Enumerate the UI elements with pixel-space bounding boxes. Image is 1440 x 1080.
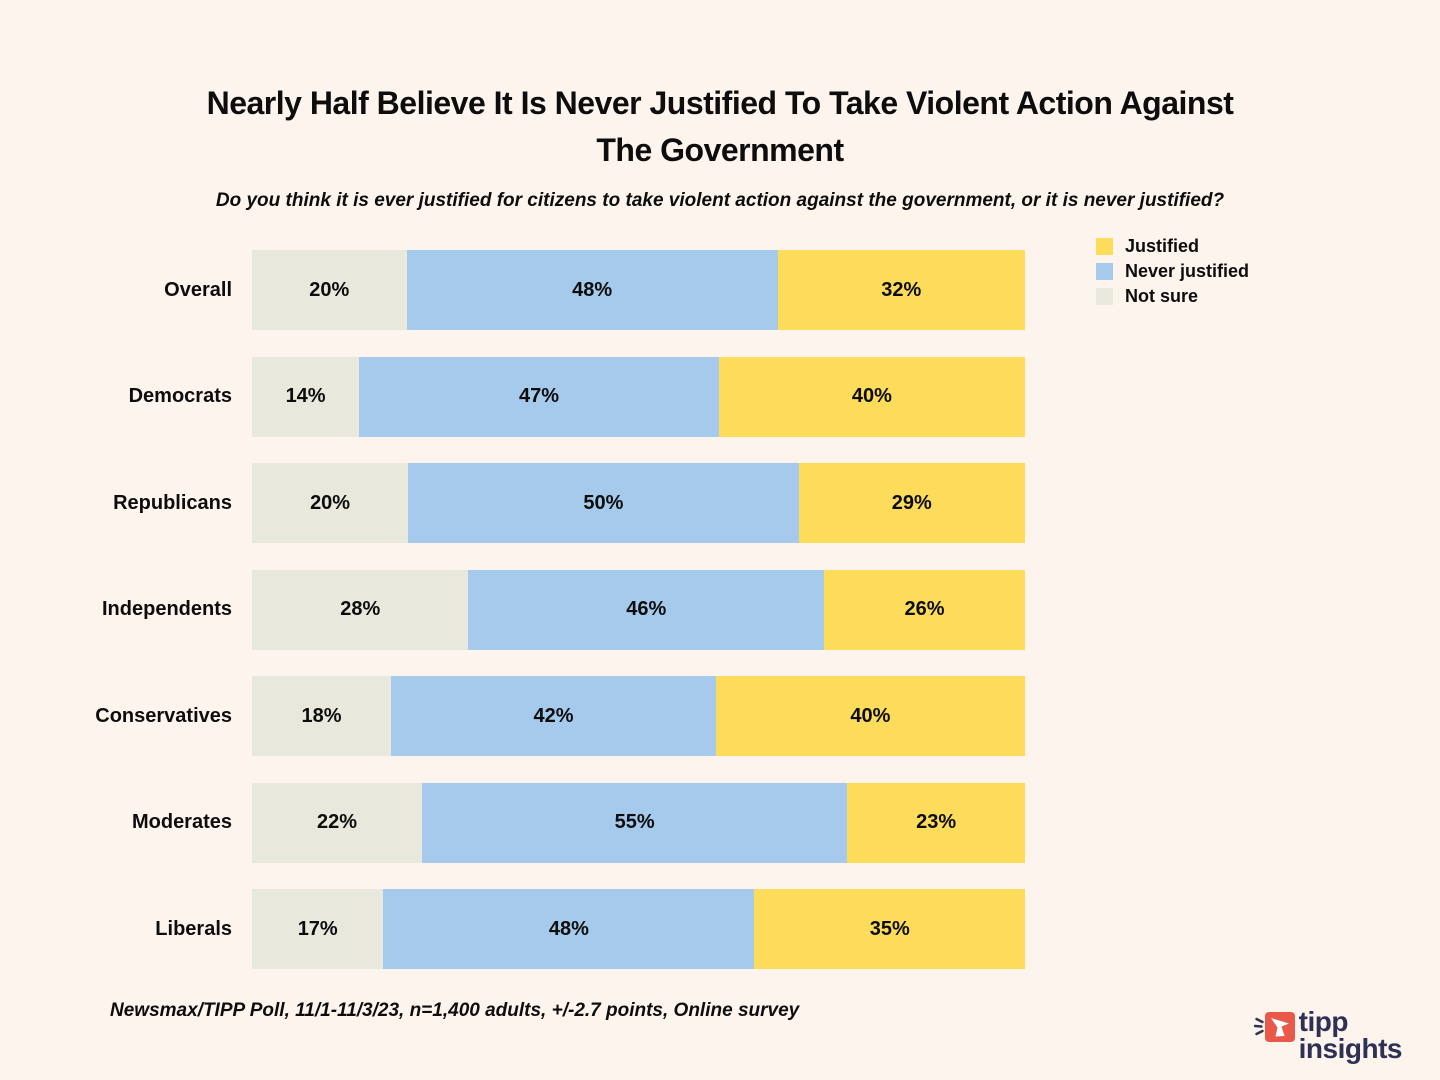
tipp-insights-logo: tipp insights	[1253, 1006, 1403, 1064]
legend-swatch-justified	[1096, 238, 1113, 255]
legend-item-never-justified: Never justified	[1096, 261, 1250, 281]
bar-segment-not-sure: 22%	[252, 782, 423, 863]
segment-value-label: 22%	[317, 811, 358, 833]
category-label: Overall	[164, 278, 232, 301]
bar-segment-never-justified: 48%	[383, 889, 755, 969]
bar-segment-justified: 29%	[798, 463, 1025, 543]
chart-row: Overall 20% 48% 32%	[0, 250, 1025, 330]
segment-value-label: 35%	[869, 917, 910, 940]
stacked-bar: 20% 48% 32%	[252, 250, 1025, 330]
segment-value-label: 23%	[916, 811, 957, 833]
category-label: Democrats	[128, 385, 232, 407]
segment-value-label: 48%	[548, 917, 589, 940]
bar-segment-never-justified: 47%	[359, 356, 719, 437]
bar-segment-never-justified: 50%	[408, 463, 799, 543]
segment-value-label: 48%	[572, 278, 613, 301]
stacked-bar: 28% 46% 26%	[252, 569, 1025, 650]
bar-segment-justified: 26%	[824, 569, 1025, 650]
logo-line-tipp: tipp	[1298, 1006, 1349, 1037]
bar-segment-never-justified: 55%	[422, 782, 848, 863]
segment-value-label: 42%	[533, 704, 574, 727]
bar-segment-not-sure: 20%	[252, 463, 409, 543]
segment-value-label: 14%	[285, 385, 326, 407]
segment-value-label: 18%	[301, 704, 342, 727]
stacked-bar-chart: Overall 20% 48% 32% Democrats 14% 47% 40% Republ…	[0, 250, 1026, 996]
chart-row: Independents 28% 46% 26%	[0, 569, 1025, 650]
category-label: Moderates	[131, 811, 232, 833]
legend-label: Never justified	[1125, 261, 1250, 281]
segment-value-label: 46%	[626, 598, 667, 620]
bar-segment-not-sure: 17%	[252, 889, 384, 969]
bar-segment-justified: 23%	[847, 782, 1026, 863]
tipp-insights-logo-text: tipp insights	[1298, 1006, 1403, 1064]
bar-segment-not-sure: 14%	[252, 356, 360, 437]
segment-value-label: 55%	[614, 811, 655, 833]
category-label: Republicans	[113, 491, 232, 514]
chart-row: Democrats 14% 47% 40%	[0, 356, 1026, 437]
bar-segment-justified: 40%	[718, 356, 1026, 437]
bar-segment-never-justified: 42%	[391, 676, 716, 756]
chart-row: Moderates 22% 55% 23%	[0, 782, 1026, 863]
title-line-2: The Government	[596, 132, 844, 168]
category-label: Independents	[101, 598, 232, 620]
logo-line-insights: insights	[1298, 1033, 1403, 1064]
legend-label: Not sure	[1125, 286, 1199, 306]
legend-label: Justified	[1125, 236, 1200, 256]
bar-segment-not-sure: 28%	[252, 569, 469, 650]
segment-value-label: 50%	[583, 491, 624, 514]
legend-item-justified: Justified	[1096, 236, 1249, 256]
legend-swatch-never-justified	[1096, 263, 1113, 280]
bar-segment-justified: 35%	[754, 889, 1025, 969]
bar-segment-justified: 32%	[777, 250, 1025, 330]
title-line-1: Nearly Half Believe It Is Never Justifie…	[206, 85, 1234, 121]
segment-value-label: 40%	[851, 385, 892, 407]
segment-value-label: 40%	[850, 704, 891, 727]
page-title: Nearly Half Believe It Is Never Justifie…	[0, 80, 1440, 174]
segment-value-label: 29%	[891, 491, 932, 514]
segment-value-label: 28%	[340, 598, 381, 620]
category-label: Conservatives	[95, 704, 232, 727]
legend-swatch-not-sure	[1096, 288, 1113, 305]
tipp-insights-logo-icon	[1253, 1012, 1295, 1042]
legend-item-not-sure: Not sure	[1096, 286, 1249, 306]
chart-row: Conservatives 18% 42% 40%	[0, 676, 1025, 756]
segment-value-label: 20%	[310, 491, 351, 514]
source-footnote: Newsmax/TIPP Poll, 11/1-11/3/23, n=1,400…	[110, 1000, 800, 1021]
chart-row: Republicans 20% 50% 29%	[0, 463, 1025, 543]
segment-value-label: 26%	[904, 598, 945, 620]
segment-value-label: 47%	[519, 385, 560, 407]
bar-segment-never-justified: 46%	[468, 569, 825, 650]
category-label: Liberals	[155, 917, 232, 940]
stacked-bar: 14% 47% 40%	[252, 356, 1026, 437]
chart-subtitle-question: Do you think it is ever justified for ci…	[215, 190, 1225, 211]
bar-segment-not-sure: 18%	[252, 676, 392, 756]
bar-segment-justified: 40%	[715, 676, 1025, 756]
segment-value-label: 20%	[309, 278, 350, 301]
bar-segment-not-sure: 20%	[252, 250, 407, 330]
chart-row: Liberals 17% 48% 35%	[0, 889, 1025, 969]
bar-segment-never-justified: 48%	[406, 250, 778, 330]
chart-legend: Justified Never justified Not sure	[1096, 236, 1250, 313]
stacked-bar: 17% 48% 35%	[252, 889, 1025, 969]
segment-value-label: 17%	[297, 917, 338, 940]
stacked-bar: 18% 42% 40%	[252, 676, 1025, 756]
stacked-bar: 22% 55% 23%	[252, 782, 1026, 863]
segment-value-label: 32%	[881, 278, 922, 301]
stacked-bar: 20% 50% 29%	[252, 463, 1025, 543]
